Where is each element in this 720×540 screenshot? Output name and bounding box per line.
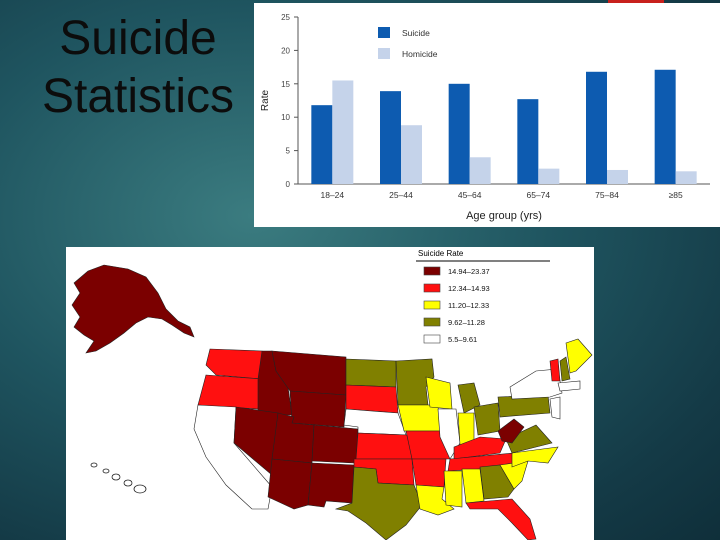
state-colorado (311, 424, 359, 464)
map-legend-label: 14.94–23.37 (448, 267, 490, 276)
bar-suicide (517, 99, 539, 184)
state-new-jersey (549, 396, 561, 420)
map-legend-swatch (423, 266, 441, 276)
map-legend-label: 9.62–11.28 (448, 318, 485, 327)
state-georgia (479, 464, 515, 500)
state-iowa (397, 404, 441, 432)
slide-title-line-2: Statistics (41, 70, 235, 123)
state-florida (465, 498, 537, 540)
bar-homicide (332, 80, 354, 184)
x-axis-label: Age group (yrs) (466, 210, 542, 222)
y-tick-label: 20 (281, 46, 290, 55)
state-texas (334, 466, 423, 540)
state-wyoming (289, 390, 347, 428)
bar-suicide (311, 105, 333, 184)
state-alaska (71, 264, 195, 354)
state-mississippi (443, 470, 463, 508)
x-tick-label: 45–64 (458, 190, 482, 200)
state-hawaii (90, 462, 147, 494)
map-legend-swatch (423, 300, 441, 310)
state-arkansas (411, 458, 447, 488)
us-suicide-rate-map: Suicide Rate 14.94–23.37 12.34–14.93 11.20… (71, 249, 593, 540)
bar-homicide (607, 169, 628, 184)
x-tick-label: 18–24 (321, 190, 345, 200)
legend-swatch-homicide (378, 48, 390, 59)
bar-chart-panel: 0 5 10 15 20 25 Rate 18–24 25–44 45–64 65–74 75–84 ≥… (254, 3, 720, 227)
x-tick-label: 75–84 (595, 190, 619, 200)
state-new-mexico (307, 462, 355, 508)
map-legend-label: 12.34–14.93 (448, 284, 490, 293)
map-legend-swatch (423, 283, 441, 293)
x-tick-label: 65–74 (527, 190, 551, 200)
legend-label-suicide: Suicide (402, 28, 430, 38)
state-new-york (509, 368, 563, 400)
y-axis-label: Rate (260, 90, 271, 112)
state-vermont (549, 358, 561, 382)
state-kansas (355, 432, 413, 460)
slide-title: Suicide Statistics (18, 10, 258, 126)
bar-homicide (675, 171, 697, 184)
x-tick-label: 25–44 (389, 190, 413, 200)
bar-suicide (654, 69, 676, 184)
bar-suicide (448, 83, 470, 184)
map-legend-label: 11.20–12.33 (448, 301, 489, 310)
state-arizona (267, 458, 313, 510)
x-tick-label: ≥85 (669, 190, 683, 200)
state-north-carolina (511, 446, 559, 468)
y-tick-label: 5 (286, 147, 291, 156)
state-wisconsin (425, 376, 453, 410)
bar-homicide (469, 157, 491, 184)
y-tick-label: 25 (281, 13, 290, 22)
state-michigan (457, 382, 481, 414)
map-legend: 14.94–23.37 12.34–14.93 11.20–12.33 9.62–11… (423, 266, 490, 344)
state-north-dakota (345, 358, 397, 388)
map-panel: Suicide Rate 14.94–23.37 12.34–14.93 11.20… (66, 247, 594, 540)
legend-swatch-suicide (378, 27, 390, 38)
state-south-dakota (345, 384, 399, 414)
state-maine (565, 338, 593, 374)
y-tick-label: 10 (281, 113, 290, 122)
state-massachusetts (557, 380, 581, 392)
y-tick-label: 0 (286, 180, 291, 189)
state-washington (205, 348, 263, 380)
slide-title-line-1: Suicide (59, 12, 217, 65)
map-legend-title: Suicide Rate (418, 249, 464, 258)
map-legend-swatch (423, 317, 441, 327)
legend-label-homicide: Homicide (402, 49, 438, 59)
bar-homicide (538, 168, 560, 184)
state-west-virginia (497, 418, 525, 444)
bar-suicide (586, 71, 607, 184)
state-oregon (197, 374, 263, 410)
map-legend-label: 5.5–9.61 (448, 335, 477, 344)
bar-homicide (401, 125, 422, 184)
state-louisiana (415, 484, 455, 516)
state-ohio (473, 402, 501, 436)
state-alabama (461, 468, 485, 504)
accent-bar (608, 0, 664, 3)
state-kentucky (453, 436, 507, 460)
map-legend-swatch (423, 334, 441, 344)
state-new-hampshire (559, 356, 571, 382)
bar-suicide (380, 91, 401, 184)
y-tick-label: 15 (281, 80, 290, 89)
state-virginia (505, 424, 553, 454)
bar-chart: 0 5 10 15 20 25 Rate 18–24 25–44 45–64 65–74 75–84 ≥… (260, 13, 710, 222)
